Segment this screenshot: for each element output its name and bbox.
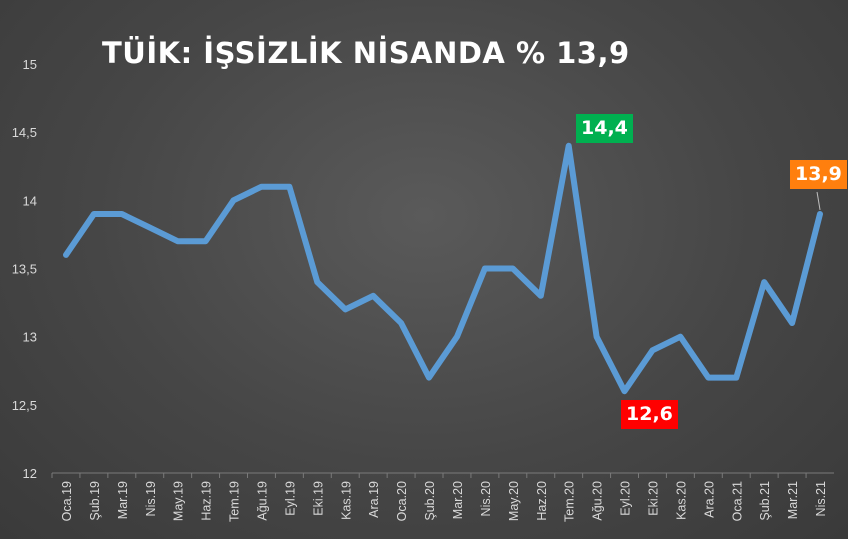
x-tick-label: Mar.19: [116, 481, 130, 519]
x-tick-label: Mar.20: [451, 481, 465, 519]
max-value-callout: 14,4: [576, 114, 633, 143]
x-axis-ticks: Oca.19 Şub.19 Mar.19 Nis.19 May.19 Haz.19 Tem.…: [51, 473, 828, 522]
x-tick-label: Eyl.20: [619, 481, 633, 516]
x-tick-label: Oca.19: [60, 481, 74, 521]
y-tick-label: 13,5: [12, 262, 37, 277]
x-tick-label: Şub.21: [758, 481, 772, 521]
x-tick-label: Mar.21: [786, 481, 800, 519]
chart-title: TÜİK: İŞSİZLİK NİSANDA % 13,9: [102, 36, 630, 70]
x-tick-label: Tem.19: [228, 481, 242, 522]
x-tick-label: Ağu.19: [255, 481, 269, 521]
x-tick-label: Oca.20: [395, 481, 409, 521]
y-tick-label: 13: [23, 330, 37, 345]
x-tick-label: Ağu.20: [591, 481, 605, 521]
x-tick-label: Eki.19: [311, 481, 325, 516]
y-tick-label: 15: [23, 57, 37, 72]
x-tick-label: Haz.19: [200, 481, 214, 521]
x-tick-label: Şub.19: [88, 481, 102, 521]
x-tick-label: Nis.20: [479, 481, 493, 516]
series-line: [63, 142, 823, 395]
x-tick-label: Haz.20: [535, 481, 549, 521]
callout-leader-line: [816, 191, 821, 211]
y-axis-ticks: 12 12,5 13 13,5 14 14,5 15: [12, 57, 37, 481]
x-tick-label: Nis.21: [814, 481, 828, 516]
x-tick-label: Ara.20: [702, 481, 716, 518]
x-tick-label: Eyl.19: [283, 481, 297, 516]
x-tick-label: May.20: [507, 481, 521, 521]
x-tick-label: Eki.20: [646, 481, 660, 516]
x-tick-label: Tem.20: [563, 481, 577, 522]
y-tick-label: 12,5: [12, 398, 37, 413]
y-tick-label: 12: [23, 466, 37, 481]
x-tick-label: May.19: [172, 481, 186, 521]
x-tick-label: Oca.21: [730, 481, 744, 521]
x-tick-label: Nis.19: [144, 481, 158, 516]
x-tick-label: Kas.19: [339, 481, 353, 520]
y-tick-label: 14,5: [12, 125, 37, 140]
min-value-callout: 12,6: [621, 400, 678, 429]
x-tick-label: Ara.19: [367, 481, 381, 518]
x-tick-label: Şub.20: [423, 481, 437, 521]
x-tick-label: Kas.20: [674, 481, 688, 520]
last-value-callout: 13,9: [790, 160, 847, 189]
y-tick-label: 14: [23, 193, 37, 208]
